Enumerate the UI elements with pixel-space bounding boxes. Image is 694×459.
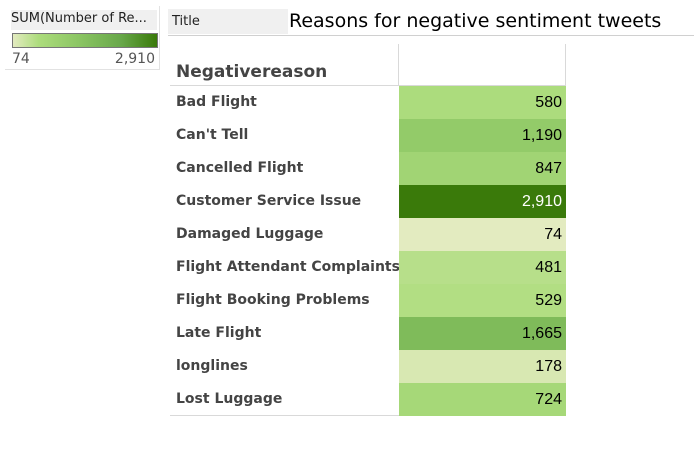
title-tag[interactable]: Title	[168, 9, 288, 34]
legend-min-label: 74	[12, 51, 30, 67]
value-cell[interactable]: 2,910	[399, 185, 566, 218]
row-label[interactable]: longlines	[176, 358, 248, 374]
table-row: Customer Service Issue 2,910	[170, 185, 566, 218]
legend-color-ramp	[12, 33, 158, 48]
value-cell[interactable]: 1,190	[399, 119, 566, 152]
chart-title: Reasons for negative sentiment tweets	[289, 10, 662, 32]
table-row: Damaged Luggage 74	[170, 218, 566, 251]
highlight-table: Negativereason Bad Flight 580 Can't Tell 1,…	[170, 44, 566, 416]
legend-max-label: 2,910	[114, 51, 155, 67]
table-row: longlines 178	[170, 350, 566, 383]
row-label[interactable]: Customer Service Issue	[176, 193, 362, 209]
header-divider	[398, 44, 399, 85]
table-row: Cancelled Flight 847	[170, 152, 566, 185]
row-label[interactable]: Bad Flight	[176, 94, 257, 110]
table-rows: Bad Flight 580 Can't Tell 1,190 Cancelled Fl…	[170, 86, 566, 416]
row-label[interactable]: Late Flight	[176, 325, 262, 341]
row-label[interactable]: Cancelled Flight	[176, 160, 304, 176]
row-label[interactable]: Can't Tell	[176, 127, 249, 143]
table-header-row: Negativereason	[170, 44, 566, 86]
table-row: Flight Attendant Complaints 481	[170, 251, 566, 284]
value-cell[interactable]: 847	[399, 152, 566, 185]
value-cell[interactable]: 724	[399, 383, 566, 416]
table-row: Lost Luggage 724	[170, 383, 566, 416]
value-cell[interactable]: 178	[399, 350, 566, 383]
row-header-label[interactable]: Negativereason	[176, 62, 328, 82]
value-cell[interactable]: 529	[399, 284, 566, 317]
header-divider	[565, 44, 566, 85]
value-cell[interactable]: 1,665	[399, 317, 566, 350]
row-label[interactable]: Damaged Luggage	[176, 226, 324, 242]
table-row: Late Flight 1,665	[170, 317, 566, 350]
value-cell[interactable]: 481	[399, 251, 566, 284]
row-label[interactable]: Flight Booking Problems	[176, 292, 370, 308]
color-legend: SUM(Number of Re... 74 2,910	[5, 6, 160, 70]
table-row: Bad Flight 580	[170, 86, 566, 119]
table-bottom-border	[170, 415, 399, 416]
legend-title[interactable]: SUM(Number of Re...	[11, 10, 157, 30]
row-label[interactable]: Lost Luggage	[176, 391, 283, 407]
table-row: Can't Tell 1,190	[170, 119, 566, 152]
value-cell[interactable]: 580	[399, 86, 566, 119]
value-cell[interactable]: 74	[399, 218, 566, 251]
row-label[interactable]: Flight Attendant Complaints	[176, 259, 400, 275]
title-bar: Title Reasons for negative sentiment twe…	[168, 7, 694, 36]
table-row: Flight Booking Problems 529	[170, 284, 566, 317]
